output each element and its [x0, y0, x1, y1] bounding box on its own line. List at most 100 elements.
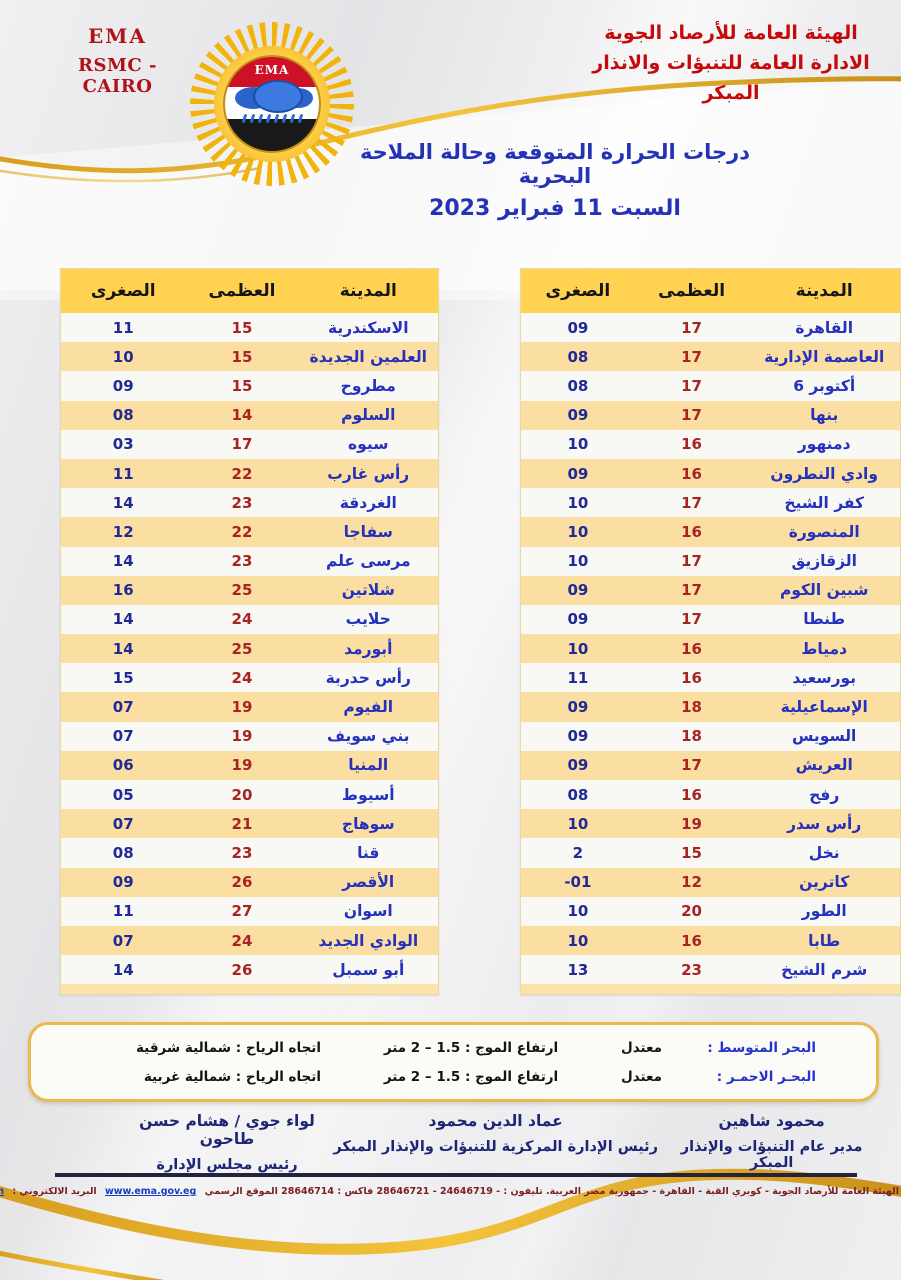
cloud-icon — [253, 80, 303, 113]
website-link[interactable]: www.ema.gov.eg — [105, 1186, 197, 1197]
table-row: سفاجا 22 12 — [61, 517, 438, 547]
max-temp: 23 — [231, 843, 253, 862]
min-temp: 09 — [567, 756, 589, 775]
table-row: العلمين الجديدة 15 10 — [61, 342, 438, 372]
max-temp: 22 — [231, 464, 253, 483]
table-row: طابا 16 10 — [521, 925, 900, 956]
max-temp: 26 — [231, 960, 253, 979]
min-temp: 09 — [567, 698, 589, 717]
min-temp: 11 — [112, 464, 134, 483]
max-temp: 19 — [681, 814, 702, 833]
min-temp: 10 — [567, 902, 589, 921]
sea-state: معتدل — [621, 1039, 663, 1056]
city-name: مطروح — [340, 376, 396, 395]
signatory-name: محمود شاهين — [718, 1112, 825, 1130]
table-row: السويس 18 09 — [521, 721, 900, 751]
min-temp: 08 — [112, 406, 134, 425]
city-name: بنها — [810, 406, 839, 425]
max-temp: 20 — [231, 785, 253, 804]
min-temp: 13 — [567, 960, 589, 979]
table-row: الوادي الجديد 24 07 — [61, 925, 438, 956]
max-temp: 18 — [681, 727, 702, 746]
table-row: مطروح 15 09 — [61, 371, 438, 401]
table-header-row: المدينة العظمى الصغرى — [521, 269, 900, 313]
footer-address: الهيئة العامة للأرصاد الجوية - كوبري الق… — [204, 1186, 899, 1197]
max-temp: 27 — [231, 902, 253, 921]
min-temp: 10 — [567, 639, 589, 658]
table-row: 6 أكتوبر 17 08 — [521, 371, 900, 401]
table-row: مرسى علم 23 14 — [61, 546, 438, 576]
table-row: القاهرة 17 09 — [521, 313, 900, 343]
flag-circle-icon: EMA — [223, 55, 321, 153]
email-link[interactable]: egyptian.met.analysis@gmail.com — [0, 1186, 4, 1197]
max-temp: 22 — [231, 522, 253, 541]
city-name: شبين الكوم — [779, 581, 869, 600]
max-temp: 17 — [231, 435, 253, 454]
min-temp: 10 — [567, 493, 589, 512]
column-header-max: العظمى — [658, 281, 726, 301]
table-row: اسوان 27 11 — [61, 896, 438, 926]
min-temp: -01 — [564, 873, 592, 892]
max-temp: 17 — [681, 406, 702, 425]
table-header-row: المدينة العظمى الصغرى — [61, 269, 438, 313]
city-name: الاسكندرية — [327, 318, 409, 337]
city-name: سيوه — [348, 435, 389, 454]
table-row: المنصورة 16 10 — [521, 517, 900, 547]
sea-state-cell: البحر المتوسط : معتدل — [621, 1040, 816, 1056]
max-temp: 17 — [681, 581, 702, 600]
min-temp: 10 — [567, 522, 589, 541]
city-name: الطور — [801, 902, 847, 921]
table-row: رأس حدربة 24 15 — [61, 663, 438, 693]
city-name: كاترين — [799, 873, 850, 892]
max-temp: 25 — [231, 639, 253, 658]
min-temp: 08 — [567, 376, 589, 395]
city-name: أبو سمبل — [332, 960, 405, 979]
max-temp: 15 — [231, 376, 253, 395]
table-row: نخل 15 2 — [521, 838, 900, 868]
signatory-title: مدير عام التنبؤات والإنذار المبكر — [680, 1139, 863, 1171]
agency-name: الهيئة العامة للأرصاد الجوية — [604, 22, 858, 44]
temperatures-table-right: المدينة العظمى الصغرى القاهرة 17 09 العا… — [520, 268, 901, 996]
table-row: العاصمة الإدارية 17 08 — [521, 342, 900, 372]
min-temp: 09 — [567, 610, 589, 629]
signatory-title: رئيس مجلس الإدارة — [156, 1157, 298, 1173]
table-row: حلايب 24 14 — [61, 604, 438, 635]
city-name: المنصورة — [788, 522, 860, 541]
max-temp: 17 — [681, 610, 702, 629]
table-row: أبو سمبل 26 14 — [61, 955, 438, 985]
min-temp: 06 — [112, 756, 134, 775]
min-temp: 14 — [112, 610, 134, 629]
city-name: أسيوط — [341, 785, 395, 804]
city-name: سفاجا — [343, 522, 393, 541]
city-name: وادي النطرون — [770, 464, 878, 483]
min-temp: 12 — [112, 522, 134, 541]
signatory-name: عماد الدين محمود — [428, 1112, 563, 1130]
city-name: شرم الشيخ — [781, 960, 868, 979]
max-temp: 19 — [231, 756, 253, 775]
max-temp: 16 — [681, 785, 702, 804]
min-temp: 07 — [112, 931, 134, 950]
city-name: بني سويف — [327, 727, 410, 746]
column-header-city: المدينة — [795, 281, 853, 301]
city-name: السويس — [792, 727, 857, 746]
min-temp: 08 — [567, 785, 589, 804]
min-temp: 11 — [112, 318, 134, 337]
city-name: طابا — [808, 931, 841, 950]
signatures-block: محمود شاهين مدير عام التنبؤات والإنذار ا… — [135, 1112, 871, 1173]
min-temp: 09 — [567, 464, 589, 483]
max-temp: 23 — [681, 960, 702, 979]
wave-height: ارتفاع الموج : 1.5 – 2 متر — [383, 1039, 559, 1056]
table-row: دمياط 16 10 — [521, 634, 900, 664]
marine-row: البحـر الاحمـر : معتدل ارتفاع الموج : 1.… — [31, 1062, 876, 1091]
city-name: رأس سدر — [787, 814, 862, 833]
table-row: رأس غارب 22 11 — [61, 458, 438, 489]
max-temp: 16 — [681, 931, 702, 950]
table-row: بنها 17 09 — [521, 400, 900, 430]
min-temp: 09 — [567, 406, 589, 425]
agency-abbreviation-block: EMA RSMC - CAIRO — [45, 24, 190, 97]
table-row: الطور 20 10 — [521, 896, 900, 926]
ema-logo: EMA — [190, 22, 354, 186]
signatory-name: لواء جوي / هشام حسن طاحون — [139, 1112, 315, 1148]
min-temp: 10 — [567, 814, 589, 833]
